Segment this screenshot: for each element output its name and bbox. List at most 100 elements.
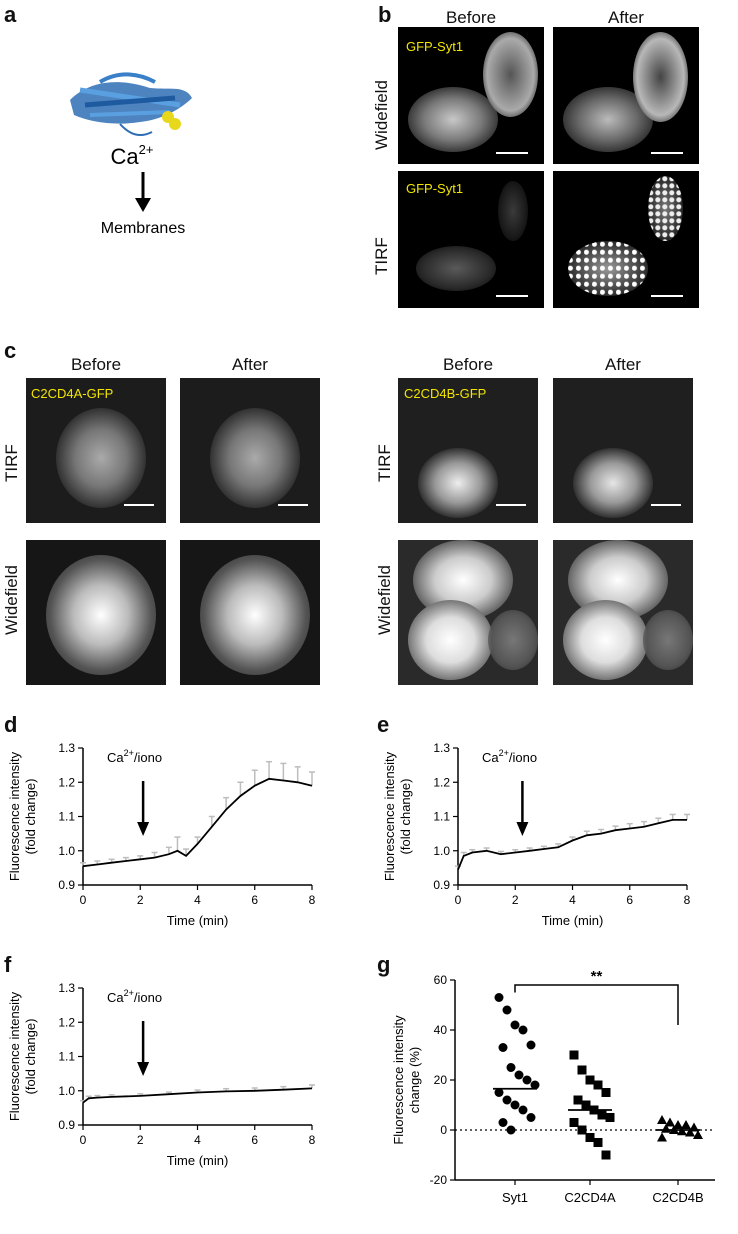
arrow-head-icon: [135, 198, 151, 212]
stimulus-agent: /iono: [134, 990, 162, 1005]
scale-bar: [651, 504, 681, 506]
data-point: [681, 1120, 691, 1129]
stimulus-ion: Ca: [482, 750, 499, 765]
data-point: [665, 1117, 675, 1127]
data-point: [693, 1130, 703, 1139]
y-axis-label-line: Fluorescence intensity: [382, 751, 397, 881]
scale-bar: [496, 152, 528, 154]
data-point: [593, 1080, 603, 1090]
col-before: Before: [70, 355, 122, 374]
data-point: [569, 1050, 579, 1060]
y-axis-label-line: (fold change): [398, 779, 413, 855]
scale-bar: [651, 152, 683, 154]
mean-trace: [457, 819, 687, 870]
data-point: [577, 1125, 587, 1135]
panel-label-a: a: [4, 2, 17, 27]
stimulus-label: Ca2+/iono: [482, 748, 537, 765]
x-tick-label: 6: [251, 893, 258, 907]
y-tick-label: 0: [440, 1123, 447, 1137]
panel-label-e: e: [377, 712, 390, 737]
membranes-label: Membranes: [101, 220, 185, 237]
protein-structure-diagram: Ca2+ Membranes: [70, 72, 192, 237]
scale-bar: [496, 295, 528, 297]
data-point: [577, 1065, 587, 1075]
data-point: [601, 1150, 611, 1160]
x-tick-label: 4: [194, 893, 201, 907]
x-tick-label: 2: [137, 1133, 144, 1147]
row-widefield: Widefield: [2, 565, 21, 635]
micrograph-b-tirf-before: GFP-Syt1: [398, 171, 544, 308]
data-point: [573, 1095, 583, 1105]
category-label: Syt1: [502, 1190, 528, 1205]
x-axis-label: Time (min): [167, 913, 229, 928]
construct-label: GFP-Syt1: [406, 181, 464, 196]
stimulus-label: Ca2+/iono: [107, 988, 162, 1005]
data-point: [522, 1075, 532, 1085]
stimulus-agent: /iono: [509, 750, 537, 765]
data-point: [601, 1088, 611, 1097]
significance-label: **: [591, 968, 603, 985]
col-after: After: [608, 8, 644, 27]
x-tick-label: 8: [309, 893, 316, 907]
y-tick-label: 1.1: [433, 810, 450, 824]
ion-label: Ca2+: [111, 142, 154, 169]
data-point: [593, 1138, 603, 1147]
y-axis-label: Fluorescence intensity(fold change): [7, 751, 38, 881]
significance-bracket: [514, 984, 679, 1025]
data-point: [510, 1100, 520, 1110]
data-point: [502, 1005, 512, 1015]
x-tick-label: 4: [194, 1133, 201, 1147]
data-point: [605, 1113, 615, 1122]
row-widefield: Widefield: [372, 80, 391, 150]
row-tirf: TIRF: [372, 237, 391, 275]
y-tick-label: 1.0: [433, 844, 450, 858]
micrograph-c-a-widefield-after: [180, 540, 320, 685]
y-tick-label: 1.1: [58, 810, 75, 824]
category-label: C2CD4A: [564, 1190, 616, 1205]
y-axis-label: Fluorescence intensitychange (%): [391, 1015, 422, 1145]
col-after: After: [605, 355, 641, 374]
x-tick-label: 0: [455, 893, 462, 907]
x-axis-label: Time (min): [542, 913, 604, 928]
y-tick-label: -20: [430, 1173, 448, 1187]
error-bars: [80, 760, 315, 867]
chart-d: 0.9 1.0 1.1 1.2 1.3 0 2 4 6 8 Time (min) Fluorescen…: [7, 741, 316, 928]
panel-label-d: d: [4, 712, 18, 737]
y-tick-label: 1.2: [58, 775, 75, 789]
data-point: [498, 1118, 508, 1127]
data-point: [506, 1063, 516, 1072]
calcium-ion-icon: [169, 118, 181, 130]
x-tick-label: 2: [512, 893, 519, 907]
data-point: [518, 1025, 528, 1035]
data-point: [597, 1110, 607, 1120]
y-tick-label: 20: [434, 1073, 448, 1087]
data-point: [585, 1133, 595, 1142]
data-point: [498, 1043, 508, 1052]
data-point: [514, 1070, 524, 1080]
y-tick-label: 1.2: [58, 1015, 75, 1029]
x-tick-label: 8: [309, 1133, 316, 1147]
data-point: [581, 1100, 591, 1110]
data-point: [673, 1120, 683, 1129]
data-point: [526, 1113, 536, 1122]
micrograph-c-b-tirf-before: C2CD4B-GFP: [398, 378, 538, 523]
data-point: [569, 1118, 579, 1127]
y-tick-label: 1.1: [58, 1050, 75, 1064]
micrograph-b-widefield-before: GFP-Syt1: [398, 27, 544, 164]
stimulus-label: Ca2+/iono: [107, 748, 162, 765]
y-tick-label: 60: [434, 973, 448, 987]
series-c2cd4a: [569, 1050, 615, 1160]
micrograph-b-widefield-after: [553, 27, 699, 164]
x-tick-label: 4: [569, 893, 576, 907]
y-axis-label-line: (fold change): [23, 779, 38, 855]
y-tick-label: 0.9: [58, 1118, 75, 1132]
stimulus-ion-charge: 2+: [124, 748, 134, 758]
chart-e: 0.9 1.0 1.1 1.2 1.3 0 2 4 6 8 Time (min) Fluorescen…: [382, 741, 691, 928]
data-point: [518, 1105, 528, 1115]
y-axis-label-line: change (%): [407, 1047, 422, 1113]
c2-domain-ribbon-icon: [70, 72, 192, 137]
data-point: [530, 1080, 540, 1090]
chart-g: -20 0 20 40 60 Fluorescence intensitychange (…: [391, 968, 715, 1205]
data-point: [494, 993, 504, 1002]
construct-label: C2CD4B-GFP: [404, 386, 487, 401]
